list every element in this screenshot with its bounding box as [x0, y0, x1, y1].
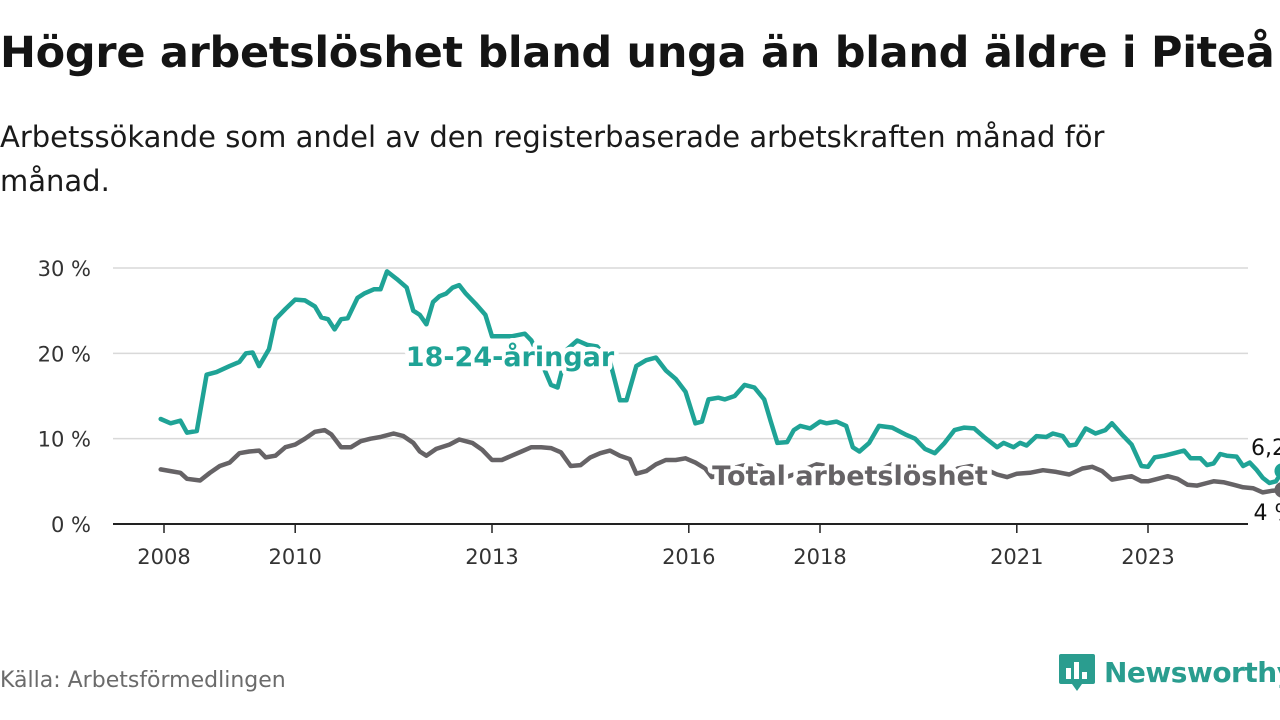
y-tick-label: 30 %: [38, 257, 91, 281]
series-line-total: [158, 427, 1280, 495]
end-point-total: [1274, 482, 1280, 498]
series-line-youth: [158, 269, 1280, 486]
series-lines: [158, 269, 1280, 498]
end-point-youth: [1274, 463, 1280, 479]
brand-name: Newsworthy: [1104, 655, 1280, 689]
end-label-youth: 6,2 %: [1251, 436, 1280, 461]
x-axis: 0 % 10 % 20 % 30 % 2008 2010 2013 2016 2018 2021 2…: [38, 257, 1248, 569]
x-tick-label: 2021: [990, 545, 1043, 569]
series-label-total-halo: Total arbetslöshet: [712, 461, 988, 492]
series-label-total: Total arbetslöshet: [712, 461, 988, 492]
x-tick-label: 2018: [793, 545, 846, 569]
y-tick-label: 0 %: [51, 513, 91, 537]
brand-logo[interactable]: Newsworthy: [1058, 652, 1280, 692]
line-chart: 0 % 10 % 20 % 30 % 2008 2010 2013 2016 2018 2021 2…: [38, 257, 1280, 569]
chart-subtitle: Arbetssökande som andel av den registerb…: [0, 120, 1105, 198]
x-tick-label: 2023: [1121, 545, 1174, 569]
gridlines: [113, 267, 1248, 440]
x-tick-label: 2010: [268, 545, 321, 569]
chart-title: Högre arbetslöshet bland unga än bland ä…: [0, 28, 1275, 78]
x-tick-label: 2008: [137, 545, 190, 569]
source-note: Källa: Arbetsförmedlingen: [0, 668, 286, 693]
series-label-youth: 18-24-åringar: [406, 341, 615, 373]
x-tick-label: 2013: [465, 545, 518, 569]
x-tick-label: 2016: [662, 545, 715, 569]
y-tick-label: 20 %: [38, 342, 91, 366]
end-label-total: 4 %: [1254, 501, 1280, 526]
series-labels: 6,2 %4 %18-24-åringar18-24-åringarTotal …: [401, 337, 1280, 526]
series-label-youth-halo: 18-24-åringar: [406, 341, 615, 373]
y-tick-label: 10 %: [38, 428, 91, 452]
newsworthy-logo-icon: [1059, 654, 1095, 691]
